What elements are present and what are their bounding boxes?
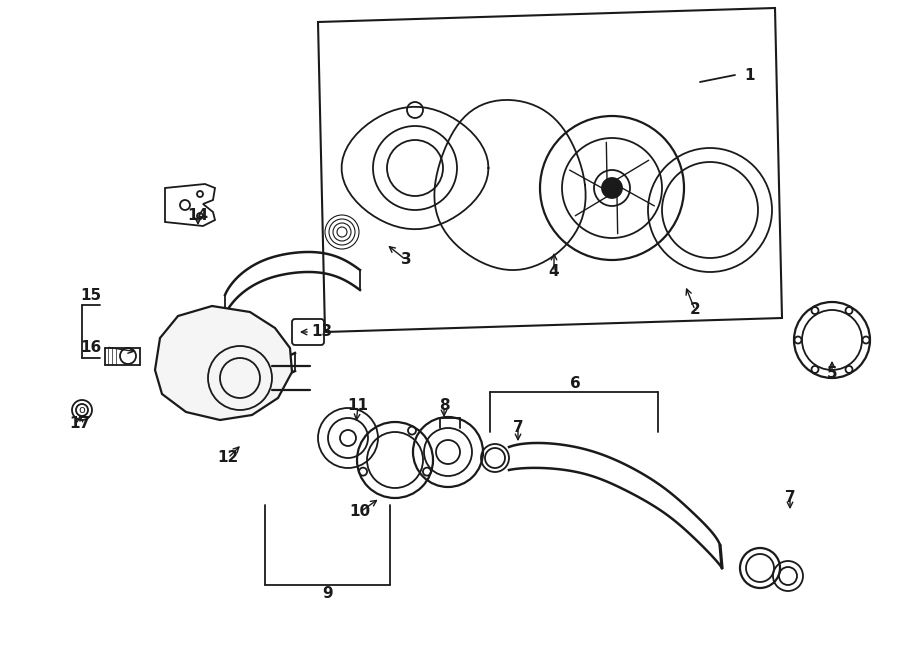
Text: 11: 11 [347,399,368,414]
Text: 8: 8 [438,399,449,414]
Polygon shape [155,306,292,420]
Text: 6: 6 [570,377,580,391]
Text: 2: 2 [689,303,700,317]
Text: 3: 3 [400,253,411,268]
Text: 4: 4 [549,264,559,280]
Circle shape [602,178,622,198]
Circle shape [812,307,818,314]
Text: o: o [78,405,86,415]
Text: 12: 12 [218,451,238,465]
Text: 14: 14 [187,208,209,223]
Circle shape [812,366,818,373]
Text: 15: 15 [80,288,102,303]
Text: 10: 10 [349,504,371,520]
FancyBboxPatch shape [292,319,324,345]
Text: 16: 16 [80,340,102,354]
Circle shape [845,307,852,314]
Circle shape [795,336,802,344]
Text: 9: 9 [323,586,333,602]
Text: 5: 5 [827,366,837,381]
Text: 13: 13 [311,325,333,340]
Circle shape [862,336,869,344]
Text: 7: 7 [785,490,796,506]
Circle shape [845,366,852,373]
Text: 1: 1 [745,67,755,83]
Text: 7: 7 [513,420,523,436]
Text: 17: 17 [69,416,91,432]
